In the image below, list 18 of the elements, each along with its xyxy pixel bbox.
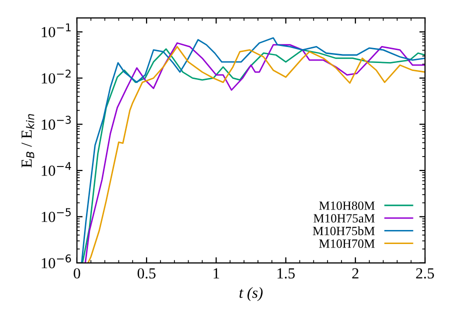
y-axis-title: E$_{B}$ / E$_{kin}$ xyxy=(22,114,34,168)
y-tick-label: 10$^{−3}$ xyxy=(42,116,71,130)
x-tick-label: 1.5 xyxy=(278,268,295,279)
x-tick-label: 2 xyxy=(352,268,358,278)
y-tick-label: 10$^{−5}$ xyxy=(42,208,71,222)
x-tick-label: 2.5 xyxy=(416,268,434,279)
x-tick-label: 0 xyxy=(74,268,80,279)
y-tick-label: 10$^{−6}$ xyxy=(42,254,71,268)
y-tick-label: 10$^{−2}$ xyxy=(42,70,71,84)
x-axis-title: t (s) xyxy=(240,287,263,302)
legend-label: M10H70M xyxy=(319,239,375,248)
y-tick-label: 10$^{−1}$ xyxy=(42,23,71,38)
x-tick-label: 1 xyxy=(214,268,220,278)
legend-label: M10H75aM xyxy=(314,214,375,223)
y-tick-label: 10$^{−4}$ xyxy=(42,162,72,176)
x-tick-label: 0.5 xyxy=(138,268,156,279)
legend-label: M10H80M xyxy=(319,201,375,210)
legend-label: M10H75bM xyxy=(312,226,375,236)
